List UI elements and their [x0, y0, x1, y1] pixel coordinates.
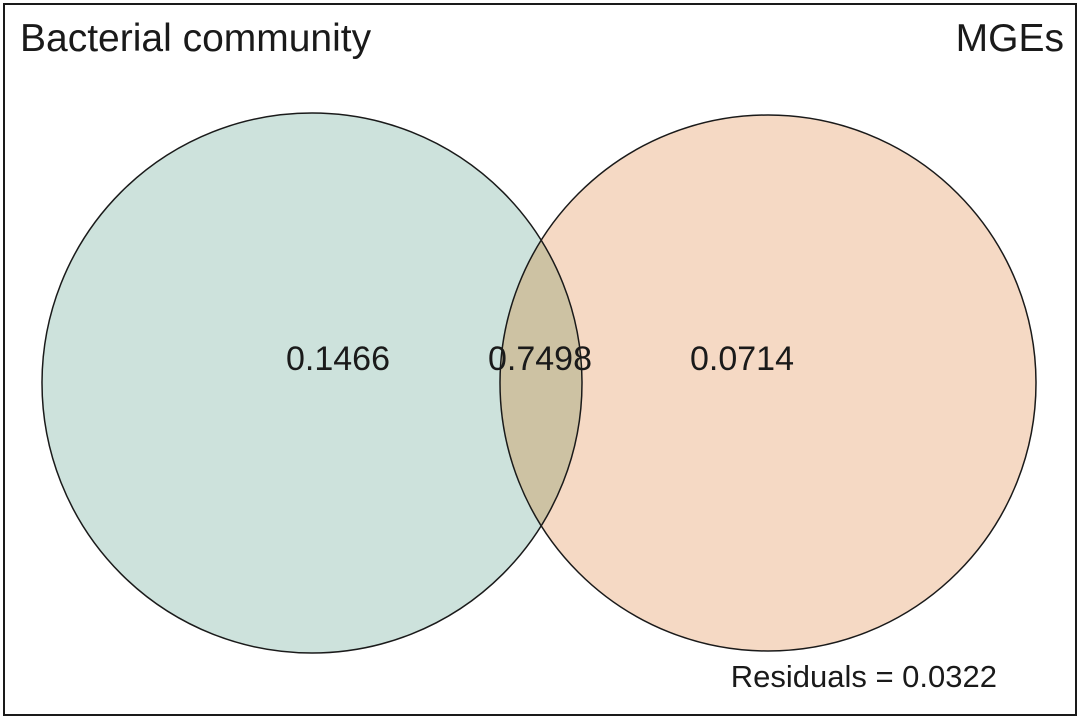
bacterial-community-title: Bacterial community: [20, 17, 372, 60]
residuals-label: Residuals = 0.0322: [731, 659, 997, 694]
bacterial-community-circle: [42, 113, 582, 653]
bacterial-only-value: 0.1466: [286, 340, 390, 378]
mges-only-value: 0.0714: [690, 340, 794, 378]
mges-circle: [500, 115, 1036, 651]
mges-title: MGEs: [956, 17, 1064, 60]
bacterial-community-outline: [41, 112, 583, 654]
shared-value: 0.7498: [488, 340, 592, 378]
mges-outline: [499, 114, 1037, 652]
